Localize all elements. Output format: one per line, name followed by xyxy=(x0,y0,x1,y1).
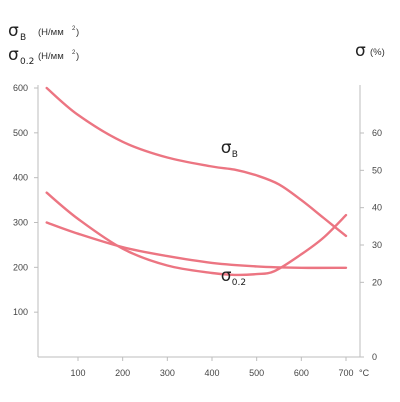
sigma-header-symbol: σ xyxy=(355,41,366,61)
sigma-b-label-subscript: B xyxy=(232,150,238,160)
sigma-02-unit-close: ) xyxy=(76,51,79,62)
y-ticks-right: 0 20 30 40 50 60 xyxy=(360,128,382,362)
sigma-header: σ (%) xyxy=(355,41,385,61)
sigma-02-label-subscript: 0.2 xyxy=(232,278,246,288)
sigma-b-unit-open: (Н/мм xyxy=(38,27,64,38)
y-right-tick-label: 60 xyxy=(372,128,382,138)
sigma-header-unit: (%) xyxy=(370,47,385,58)
y-left-tick-label: 500 xyxy=(13,128,28,138)
y-right-tick-label: 50 xyxy=(372,165,382,175)
sigma-02-subscript: 0.2 xyxy=(20,57,34,67)
sigma-b-symbol: σ xyxy=(8,21,19,41)
x-unit-label: °C xyxy=(359,368,370,378)
y-right-tick-label: 30 xyxy=(372,240,382,250)
y-left-tick-label: 600 xyxy=(13,83,28,93)
series-layer xyxy=(45,86,348,277)
sigma-b-header: σ B (Н/мм 2 ) xyxy=(8,21,79,43)
x-tick-label: 600 xyxy=(294,368,309,378)
sigma-b-subscript: B xyxy=(20,33,26,43)
sigma-02-unit-sup: 2 xyxy=(72,50,76,56)
x-tick-label: 300 xyxy=(160,368,175,378)
y-left-tick-label: 200 xyxy=(13,262,28,272)
x-tick-label: 500 xyxy=(249,368,264,378)
x-tick-label: 700 xyxy=(338,368,353,378)
x-tick-label: 200 xyxy=(115,368,130,378)
series-labels: σBσσ0.2 xyxy=(221,138,246,288)
x-tick-label: 400 xyxy=(204,368,219,378)
sigma-02-unit-open: (Н/мм xyxy=(38,51,64,62)
y-left-tick-label: 300 xyxy=(13,218,28,228)
y-ticks-left: 100 200 300 400 500 600 xyxy=(13,83,38,317)
sigma-b-label-symbol: σ xyxy=(221,138,232,158)
sigma-b-unit-close: ) xyxy=(76,27,79,38)
sigma-curve xyxy=(45,191,348,277)
sigma-b-unit-sup: 2 xyxy=(72,26,76,32)
x-tick-label: 100 xyxy=(70,368,85,378)
y-right-tick-label: 40 xyxy=(372,203,382,213)
sigma-02-curve xyxy=(45,221,348,270)
sigma-02-header: σ 0.2 (Н/мм 2 ) xyxy=(8,45,79,67)
sigma-02-label-symbol: σ xyxy=(221,266,232,286)
sigma-02-symbol: σ xyxy=(8,45,19,65)
y-left-tick-label: 100 xyxy=(13,307,28,317)
x-ticks: 100 200 300 400 500 600 700 xyxy=(70,357,354,378)
y-right-tick-label: 0 xyxy=(372,352,377,362)
sigma-02-label: σ 0.2 xyxy=(221,266,246,288)
sigma-b-curve xyxy=(45,86,348,238)
y-right-tick-label: 20 xyxy=(372,277,382,287)
y-left-tick-label: 400 xyxy=(13,173,28,183)
